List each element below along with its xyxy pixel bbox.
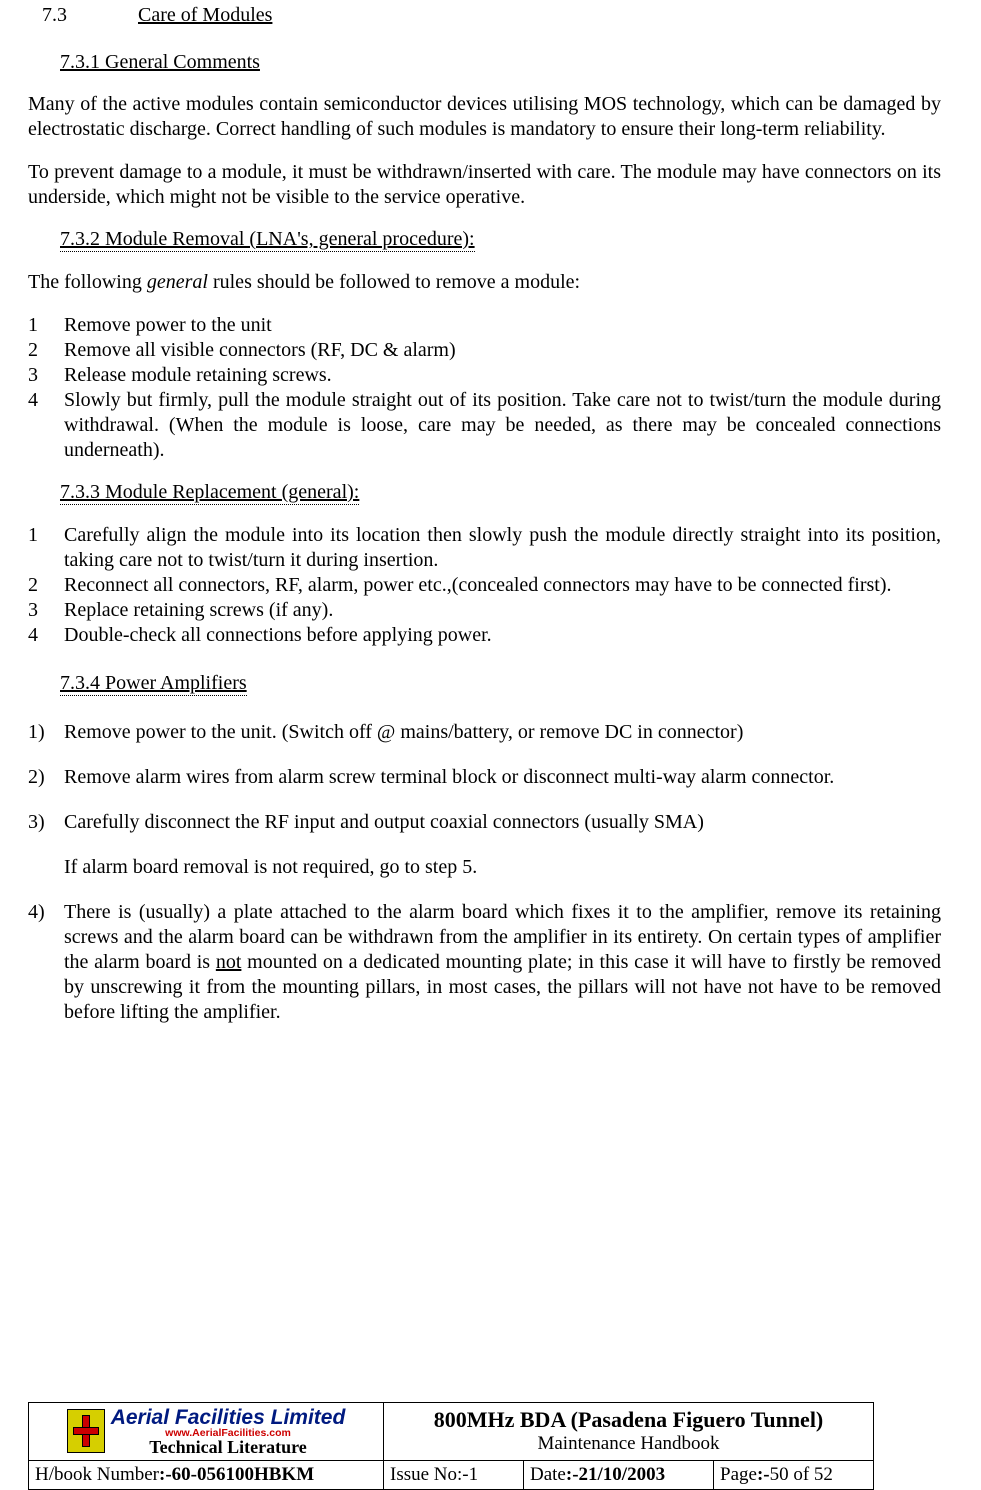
power-amp-note: If alarm board removal is not required, … <box>28 855 941 880</box>
doc-title: 800MHz BDA (Pasadena Figuero Tunnel) <box>390 1407 867 1433</box>
heading-7-3-title: Care of Modules <box>138 4 272 26</box>
heading-7-3-number: 7.3 <box>42 4 138 27</box>
footer-table: Aerial Facilities Limited www.AerialFaci… <box>28 1402 874 1490</box>
logo-tech-lit: Technical Literature <box>111 1438 346 1456</box>
removal-item-1: 1Remove power to the unit <box>28 313 941 338</box>
heading-7-3-3: 7.3.3 Module Replacement (general): <box>60 481 359 505</box>
heading-7-3-2: 7.3.2 Module Removal (LNA's, general pro… <box>60 228 475 252</box>
paragraph-general-1: Many of the active modules contain semic… <box>28 92 941 142</box>
heading-7-3-1: 7.3.1 General Comments <box>28 51 941 74</box>
logo-company-name: Aerial Facilities Limited <box>111 1407 346 1428</box>
footer-hbook-cell: H/book Number:-60-056100HBKM <box>29 1461 384 1490</box>
para3-post: rules should be followed to remove a mod… <box>208 271 580 293</box>
paragraph-removal-intro: The following general rules should be fo… <box>28 270 941 295</box>
para3-italic: general <box>147 271 208 293</box>
footer-date-cell: Date:-21/10/2003 <box>524 1461 714 1490</box>
company-logo: Aerial Facilities Limited www.AerialFaci… <box>33 1407 379 1457</box>
footer-logo-cell: Aerial Facilities Limited www.AerialFaci… <box>29 1402 384 1461</box>
power-amp-item-4: 4) There is (usually) a plate attached t… <box>28 900 941 1025</box>
para3-pre: The following <box>28 271 147 293</box>
replacement-item-1: 1Carefully align the module into its loc… <box>28 523 941 573</box>
power-amp-item-2: 2)Remove alarm wires from alarm screw te… <box>28 765 941 790</box>
removal-item-2: 2Remove all visible connectors (RF, DC &… <box>28 338 941 363</box>
replacement-list: 1Carefully align the module into its loc… <box>28 523 941 648</box>
footer-page-cell: Page:-50 of 52 <box>714 1461 874 1490</box>
power-amp-list: 1)Remove power to the unit. (Switch off … <box>28 720 941 835</box>
footer-title-cell: 800MHz BDA (Pasadena Figuero Tunnel) Mai… <box>384 1402 874 1461</box>
doc-subtitle: Maintenance Handbook <box>390 1433 867 1455</box>
replacement-item-3: 3Replace retaining screws (if any). <box>28 598 941 623</box>
paragraph-general-2: To prevent damage to a module, it must b… <box>28 160 941 210</box>
footer-issue-cell: Issue No:-1 <box>384 1461 524 1490</box>
replacement-item-4: 4Double-check all connections before app… <box>28 623 941 648</box>
pa4-underline: not <box>216 951 242 973</box>
removal-item-3: 3Release module retaining screws. <box>28 363 941 388</box>
power-amp-item-3: 3)Carefully disconnect the RF input and … <box>28 810 941 835</box>
removal-item-4: 4Slowly but firmly, pull the module stra… <box>28 388 941 463</box>
removal-list: 1Remove power to the unit 2Remove all vi… <box>28 313 941 463</box>
heading-7-3-4: 7.3.4 Power Amplifiers <box>60 672 247 696</box>
replacement-item-2: 2Reconnect all connectors, RF, alarm, po… <box>28 573 941 598</box>
power-amp-item-1: 1)Remove power to the unit. (Switch off … <box>28 720 941 745</box>
logo-icon <box>67 1409 105 1453</box>
heading-7-3: 7.3Care of Modules <box>28 4 941 27</box>
power-amp-list-2: 4) There is (usually) a plate attached t… <box>28 900 941 1025</box>
